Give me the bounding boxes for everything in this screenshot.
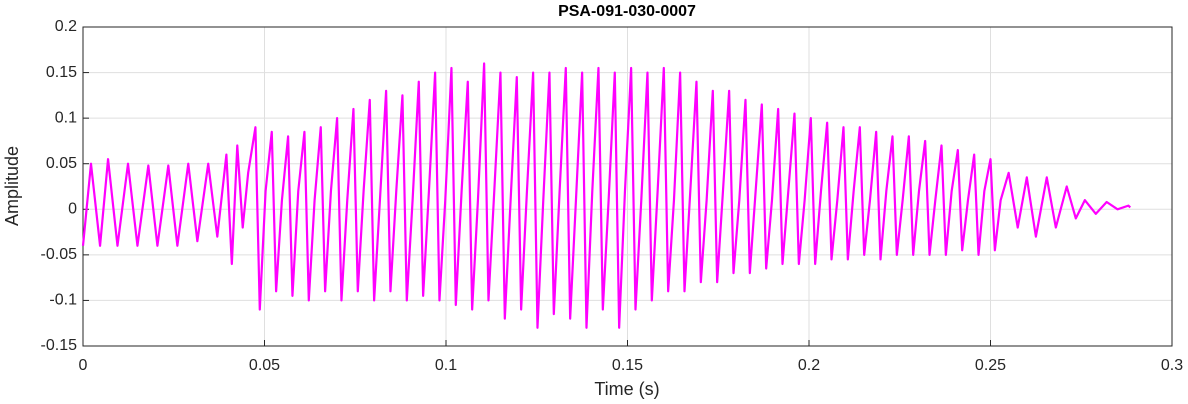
y-tick-label: 0.15 — [46, 64, 77, 81]
x-tick-label: 0.1 — [435, 357, 457, 374]
axes-box — [82, 26, 1173, 347]
y-tick-label: -0.15 — [41, 337, 78, 354]
y-tick-label: 0.1 — [55, 109, 77, 126]
x-tick-label: 0 — [79, 357, 88, 374]
y-axis-label: Amplitude — [2, 146, 22, 226]
x-tick-label: 0.05 — [249, 357, 280, 374]
x-axis-label: Time (s) — [594, 379, 659, 399]
y-tick-label: -0.05 — [41, 246, 78, 263]
x-tick-label: 0.15 — [612, 357, 643, 374]
waveform-line — [81, 62, 1132, 329]
y-tick-label: 0 — [68, 201, 77, 218]
y-tick-label: 0.05 — [46, 155, 77, 172]
x-tick-label: 0.25 — [975, 357, 1006, 374]
x-tick-label: 0.2 — [798, 357, 820, 374]
chart-title: PSA-091-030-0007 — [558, 3, 696, 20]
x-tick-label: 0.3 — [1161, 357, 1183, 374]
y-tick-label: 0.2 — [55, 18, 77, 35]
y-tick-label: -0.1 — [49, 292, 77, 309]
